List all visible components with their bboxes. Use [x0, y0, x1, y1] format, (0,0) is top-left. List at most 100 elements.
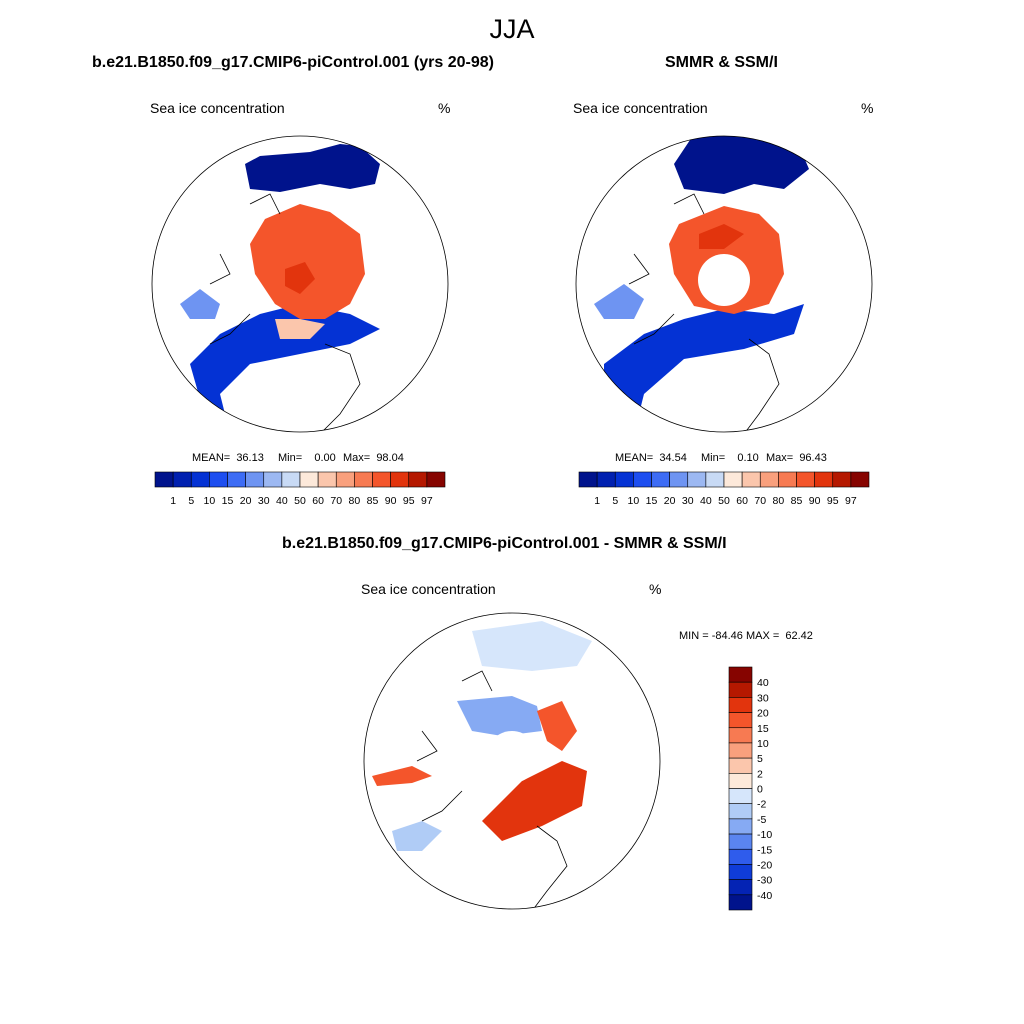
panel-2-colorbar-tick-label: 40 — [700, 495, 712, 507]
panel-3-colorbar-tick-label: 5 — [757, 753, 763, 765]
panel-3-colorbar-tick-label: -30 — [757, 875, 772, 887]
panel-3-colorbar-tick-label: -40 — [757, 890, 772, 902]
panel-3-colorbar-swatch — [728, 864, 753, 880]
panel-3-colorbar-tick-label: -15 — [757, 844, 772, 856]
panel-2-colorbar-swatch — [705, 471, 725, 488]
panel-2-open-ocean-region — [674, 136, 809, 194]
panel-2-colorbar-swatch — [796, 471, 815, 488]
panel-3-units-label: % — [649, 581, 662, 597]
panel-2-colorbar-swatch — [669, 471, 689, 488]
panel-1-colorbar-tick-label: 5 — [188, 495, 194, 507]
panel-1-stats-mean: MEAN= 36.13 — [192, 452, 264, 464]
panel-3-colorbar-swatch — [728, 848, 753, 865]
panel-2-colorbar-tick-label: 10 — [628, 495, 640, 507]
panel-2-stats-mean: MEAN= 34.54 — [615, 452, 687, 464]
panel-3-weak-negative-southwest — [392, 821, 442, 851]
panel-1-colorbar-swatch — [263, 471, 283, 488]
panel-3-positive-anomaly-east — [537, 701, 577, 751]
panel-1-colorbar-swatch — [372, 471, 391, 488]
panel-2-colorbar-tick-label: 70 — [754, 495, 766, 507]
panel-2-colorbar-tick-label: 85 — [791, 495, 803, 507]
panel-3-colorbar-tick-label: 0 — [757, 784, 763, 796]
panel-3-colorbar-swatch — [728, 773, 753, 789]
panel-1-ice-pack-core — [285, 262, 315, 294]
panel-1-colorbar-tick-label: 95 — [403, 495, 415, 507]
panel-2-units-label: % — [861, 100, 874, 116]
panel-3-colorbar-tick-label: 20 — [757, 708, 769, 720]
panel-1-marginal-ice-zone — [190, 304, 380, 432]
panel-2-stats-max: Max= 96.43 — [766, 452, 827, 464]
panel-3-coastline — [416, 670, 568, 909]
panel-2-pole-hole — [698, 254, 750, 306]
panel-2-colorbar-swatch — [778, 471, 797, 488]
panel-2-colorbar-tick-label: 95 — [827, 495, 839, 507]
panel-3-colorbar-swatch — [728, 788, 753, 804]
panel-2-colorbar-swatch — [832, 471, 852, 488]
panel-3-colorbar-swatch — [728, 666, 753, 683]
panel-3-colorbar-swatch — [728, 757, 753, 774]
panel-2-colorbar-swatch — [614, 471, 634, 488]
panel-1-colorbar-tick-label: 97 — [421, 495, 433, 507]
panel-3-colorbar-swatch — [728, 879, 753, 896]
panel-3-negative-anomaly-region — [457, 696, 542, 736]
panel-2-colorbar-tick-label: 60 — [736, 495, 748, 507]
panel-3-colorbar-tick-label: 15 — [757, 723, 769, 735]
panel-1-colorbar-tick-label: 85 — [367, 495, 379, 507]
panel-1-colorbar-tick-label: 50 — [294, 495, 306, 507]
panel-3-colorbar-swatch — [728, 894, 753, 911]
panel-2-colorbar-tick-label: 90 — [809, 495, 821, 507]
panel-3-title: b.e21.B1850.f09_g17.CMIP6-piControl.001 … — [282, 535, 727, 552]
panel-2-colorbar-swatch — [596, 471, 616, 488]
page-title: JJA — [489, 14, 535, 44]
panel-3-positive-anomaly-region — [482, 761, 587, 841]
panel-1-stats-max: Max= 98.04 — [343, 452, 404, 464]
panel-1-colorbar-swatch — [281, 471, 301, 488]
panel-3-colorbar-swatch — [728, 742, 753, 759]
panel-1-colorbar-tick-label: 10 — [204, 495, 216, 507]
panel-2-colorbar: 1 5 10 15 20 30 40 50 60 70 80 85 90 95 97 — [578, 471, 870, 507]
panel-2-title: SMMR & SSM/I — [665, 54, 778, 71]
panel-2-colorbar-swatch — [578, 471, 598, 488]
panel-3-stats-minmax: MIN = -84.46 MAX = 62.42 — [679, 630, 813, 642]
panel-1-stats-min: Min= 0.00 — [278, 452, 336, 464]
panel-1-colorbar-tick-label: 1 — [170, 495, 176, 507]
panel-2-coastline — [628, 193, 780, 432]
panel-1-colorbar-tick-label: 90 — [385, 495, 397, 507]
panel-3-weak-negative-region — [472, 621, 592, 671]
panel-3-polar-map — [363, 612, 661, 910]
panel-2-colorbar-swatch — [687, 471, 707, 488]
panel-3-colorbar-swatch — [728, 818, 753, 835]
panel-2-colorbar-swatch — [651, 471, 670, 488]
panel-2-variable-label: Sea ice concentration — [573, 100, 708, 116]
panel-1-colorbar-tick-label: 30 — [258, 495, 270, 507]
panel-2-colorbar-swatch — [759, 471, 779, 488]
panel-1-colorbar-swatch — [190, 471, 210, 488]
panel-1-colorbar-swatch — [209, 471, 228, 488]
panel-3-colorbar-tick-label: -20 — [757, 859, 772, 871]
panel-1-colorbar-swatch — [354, 471, 373, 488]
panel-2-stats-min: Min= 0.10 — [701, 452, 759, 464]
panel-3-colorbar-tick-label: 30 — [757, 692, 769, 704]
panel-1-colorbar-swatch — [154, 471, 174, 488]
panel-3-pole-hole — [486, 731, 538, 783]
panel-2-colorbar-tick-label: 15 — [646, 495, 658, 507]
panel-2-colorbar-tick-label: 80 — [773, 495, 785, 507]
panel-2-colorbar-swatch — [850, 471, 870, 488]
panel-1-ice-pack-region — [250, 204, 365, 319]
panel-3-positive-anomaly-west — [372, 766, 432, 786]
panel-3-colorbar-tick-label: -2 — [757, 799, 766, 811]
panel-1-colorbar-swatch — [172, 471, 192, 488]
panel-3-colorbar-swatch — [728, 727, 753, 744]
panel-3-variable-label: Sea ice concentration — [361, 581, 496, 597]
panel-2-colorbar-tick-label: 20 — [664, 495, 676, 507]
panel-2-marginal-ice-zone — [604, 304, 804, 432]
panel-2-colorbar-swatch — [814, 471, 834, 488]
panel-1-variable-label: Sea ice concentration — [150, 100, 285, 116]
panel-1-units-label: % — [438, 100, 451, 116]
panel-1-ice-edge — [275, 319, 325, 339]
panel-1-colorbar-tick-label: 70 — [330, 495, 342, 507]
panel-1-colorbar-swatch — [245, 471, 265, 488]
panel-1-colorbar-swatch — [408, 471, 428, 488]
panel-2-polar-map — [575, 135, 873, 433]
